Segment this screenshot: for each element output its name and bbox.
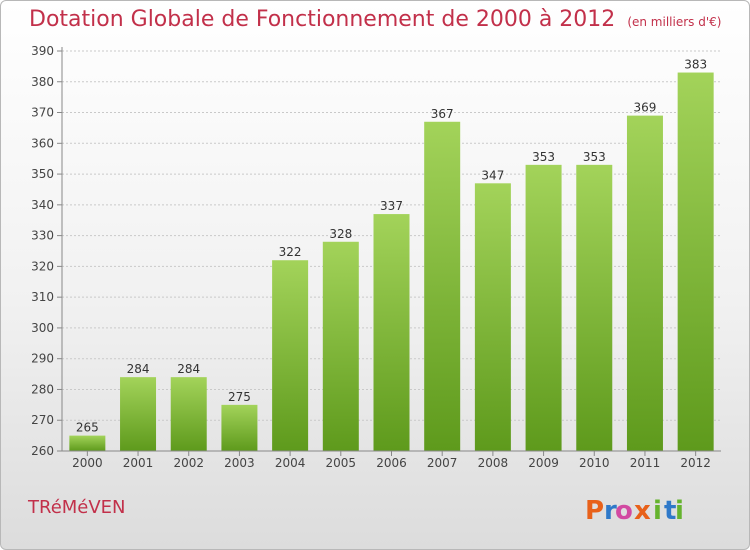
logo-letter: i (653, 496, 662, 526)
bar-value-label: 383 (684, 58, 707, 72)
x-tick-label: 2012 (680, 456, 711, 470)
bar-value-label: 337 (380, 199, 403, 213)
y-tick-label: 260 (31, 444, 54, 458)
y-tick-label: 310 (31, 290, 54, 304)
bar-value-label: 265 (76, 421, 99, 435)
bar-value-label: 353 (583, 150, 606, 164)
x-tick-label: 2003 (224, 456, 255, 470)
y-tick-label: 270 (31, 413, 54, 427)
bar (272, 260, 309, 451)
x-tick-label: 2005 (326, 456, 357, 470)
x-tick-label: 2002 (173, 456, 204, 470)
y-tick-label: 340 (31, 198, 54, 212)
bar (221, 404, 258, 451)
bar (474, 183, 511, 452)
logo-letter: P (585, 496, 604, 526)
bar (170, 377, 207, 451)
bar-value-label: 353 (532, 150, 555, 164)
y-tick-label: 320 (31, 259, 54, 273)
chart-title: Dotation Globale de Fonctionnement de 20… (29, 7, 721, 32)
x-tick-label: 2008 (478, 456, 509, 470)
bar (626, 115, 663, 451)
logo-letter: t (664, 496, 676, 526)
bar (424, 121, 461, 452)
x-tick-label: 2001 (123, 456, 154, 470)
x-tick-label: 2006 (376, 456, 407, 470)
x-tick-label: 2010 (579, 456, 610, 470)
bars: 265 284 284 275 322 328 337 367 347 353 353 369 383 (69, 58, 714, 452)
y-tick-label: 360 (31, 136, 54, 150)
bar-value-label: 347 (481, 168, 504, 182)
bar-value-label: 284 (177, 362, 200, 376)
y-tick-label: 350 (31, 167, 54, 181)
axes: 260 270 280 290 300 310 320 330 340 350 360 370 380 3… (31, 44, 721, 470)
chart-title-text: Dotation Globale de Fonctionnement de 20… (29, 7, 616, 32)
x-tick-label: 2009 (528, 456, 559, 470)
x-tick-label: 2011 (630, 456, 661, 470)
logo-letter: x (634, 496, 651, 526)
bar (373, 214, 410, 451)
logo-letter: r (604, 496, 617, 526)
chart-unit: (en milliers d'€) (627, 15, 722, 29)
bar-value-label: 275 (228, 390, 251, 404)
bar-value-label: 367 (431, 107, 454, 121)
bar (677, 72, 714, 452)
y-tick-label: 300 (31, 321, 54, 335)
x-tick-label: 2000 (72, 456, 103, 470)
bar-value-label: 328 (329, 227, 352, 241)
logo-letter: o (615, 496, 633, 526)
logo-letter: i (675, 496, 684, 526)
bar-value-label: 322 (279, 245, 302, 259)
bar-value-label: 284 (127, 362, 150, 376)
bar (525, 164, 562, 451)
x-tick-label: 2007 (427, 456, 458, 470)
y-tick-label: 290 (31, 352, 54, 366)
bar (576, 164, 613, 451)
x-tick-label: 2004 (275, 456, 306, 470)
y-tick-label: 390 (31, 44, 54, 58)
bar (69, 435, 106, 451)
bar-value-label: 369 (634, 101, 657, 115)
y-tick-label: 370 (31, 106, 54, 120)
y-tick-label: 280 (31, 382, 54, 396)
bar (120, 377, 157, 451)
bar (322, 241, 359, 451)
y-tick-label: 380 (31, 75, 54, 89)
commune-name: TRéMéVEN (28, 497, 126, 518)
y-tick-label: 330 (31, 229, 54, 243)
